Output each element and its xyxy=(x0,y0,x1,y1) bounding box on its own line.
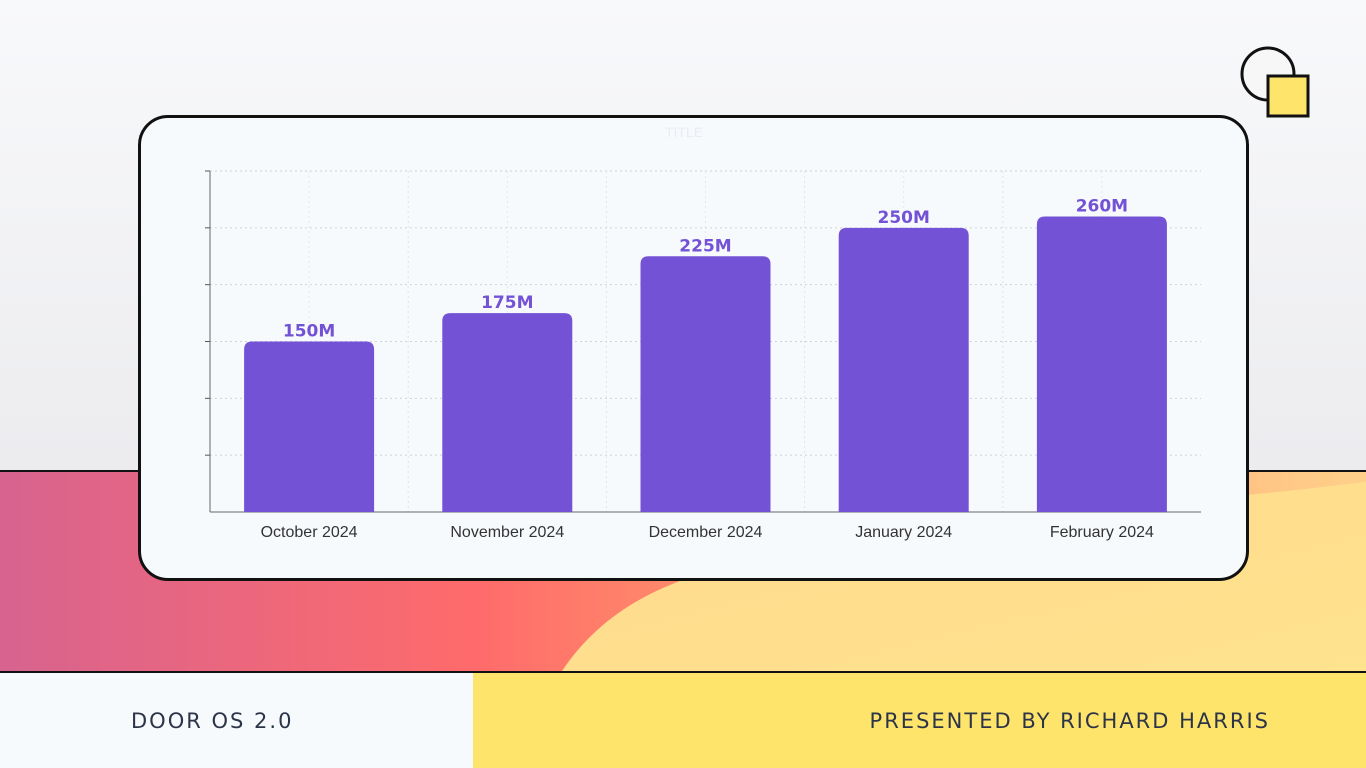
decorative-shapes-icon xyxy=(1238,44,1314,120)
bar-december-2024 xyxy=(640,256,771,512)
bar-october-2024 xyxy=(244,341,375,512)
x-tick-label: October 2024 xyxy=(261,524,358,541)
product-name: DOOR OS 2.0 xyxy=(131,709,294,733)
data-label: 175M xyxy=(481,293,533,313)
footer-left-panel: DOOR OS 2.0 xyxy=(0,671,475,768)
bar-january-2024 xyxy=(838,227,969,512)
x-tick-label: December 2024 xyxy=(649,524,763,541)
data-labels: 150M 175M 225M 250M 260M xyxy=(283,196,1128,341)
presenter-credit: PRESENTED BY RICHARD HARRIS xyxy=(869,709,1270,733)
bars xyxy=(244,216,1167,512)
chart-title: TITLE xyxy=(665,124,703,140)
data-label: 250M xyxy=(877,208,929,228)
footer-right-panel: PRESENTED BY RICHARD HARRIS xyxy=(473,671,1366,768)
data-label: 260M xyxy=(1076,196,1128,216)
bar-november-2024 xyxy=(442,313,573,512)
bar-chart: TITLE 150M 175M 225M 250M 260M October 2024 N… xyxy=(205,124,1201,541)
x-tick-labels: October 2024 November 2024 December 2024 Ja… xyxy=(261,524,1154,541)
data-label: 225M xyxy=(679,236,731,256)
x-tick-label: February 2024 xyxy=(1050,524,1154,541)
chart-card: TITLE 150M 175M 225M 250M 260M October 2024 N… xyxy=(138,115,1249,581)
x-tick-label: January 2024 xyxy=(855,524,952,541)
data-label: 150M xyxy=(283,322,335,342)
bar-february-2024 xyxy=(1036,216,1167,512)
x-tick-label: November 2024 xyxy=(450,524,564,541)
